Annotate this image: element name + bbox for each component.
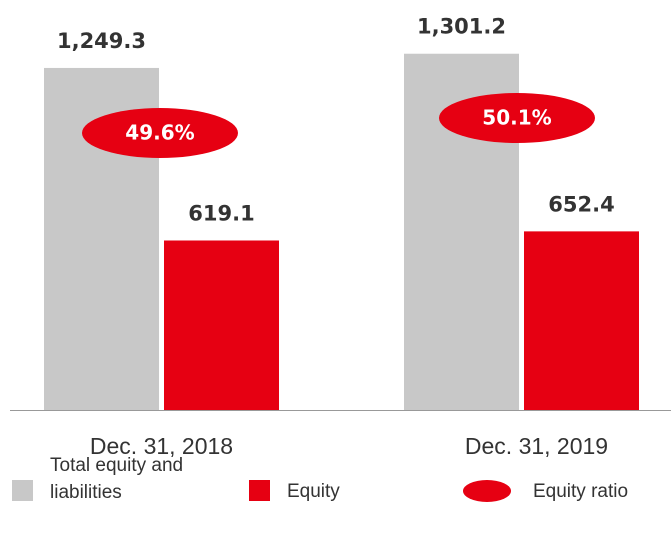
legend-swatch [249, 480, 270, 501]
bar [524, 231, 639, 410]
x-tick-label: Dec. 31, 2018 [90, 433, 233, 459]
legend-label: Equity [287, 481, 340, 502]
value-label: 1,249.3 [57, 29, 146, 53]
value-label: 1,301.2 [417, 15, 506, 39]
legend-swatch [12, 480, 33, 501]
ratio-ellipse [439, 93, 595, 143]
x-tick-label: Dec. 31, 2019 [465, 433, 608, 459]
ratio-label: 49.6% [125, 121, 194, 145]
ratio-ellipse [82, 108, 238, 158]
legend-label: Equity ratio [533, 481, 628, 502]
ratio-label: 50.1% [482, 106, 551, 130]
legend-label: Total equity and liabilities [50, 455, 184, 503]
bar [164, 240, 279, 410]
value-label: 652.4 [548, 192, 614, 216]
legend-swatch [463, 480, 511, 502]
value-label: 619.1 [188, 201, 254, 225]
